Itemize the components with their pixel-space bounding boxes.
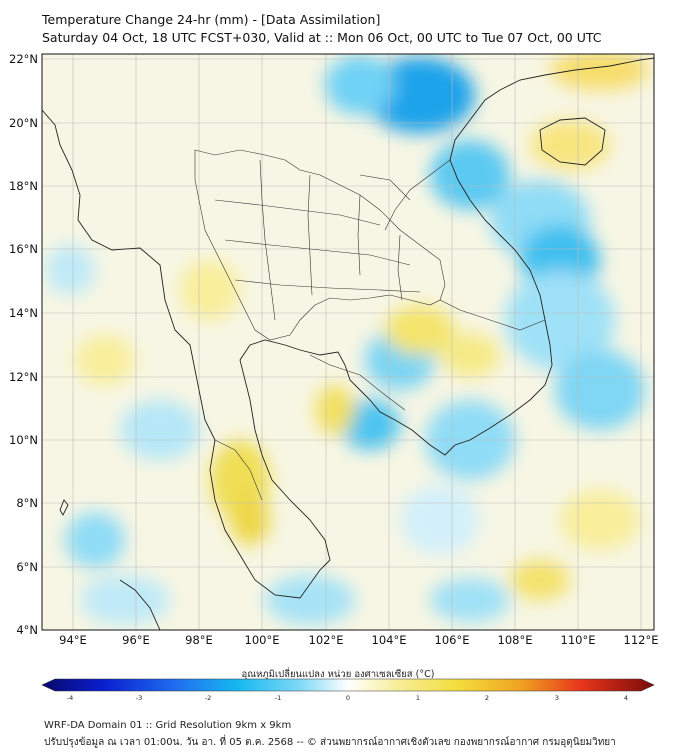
lat-label: 18°N — [9, 179, 38, 193]
coastlines — [42, 57, 654, 630]
province-borders — [194, 149, 546, 501]
lon-label: 108°E — [497, 633, 533, 647]
temperature-map — [41, 53, 655, 631]
lat-label: 14°N — [9, 306, 38, 320]
lat-label: 12°N — [9, 370, 38, 384]
colorbar-tick: 1 — [415, 694, 421, 702]
colorbar-bar — [41, 678, 655, 692]
colorbar-tick: 0 — [345, 694, 351, 702]
lon-label: 98°E — [185, 633, 213, 647]
lon-label: 102°E — [308, 633, 344, 647]
colorbar-tick: 3 — [554, 694, 560, 702]
lon-label: 94°E — [59, 633, 87, 647]
lat-label: 10°N — [9, 433, 38, 447]
colorbar-title: อุณหภูมิเปลี่ยนแปลง หน่วย องศาเซลเซียส (… — [241, 669, 435, 680]
lon-label: 106°E — [434, 633, 470, 647]
lat-label: 4°N — [16, 623, 38, 637]
lat-label: 8°N — [16, 496, 38, 510]
chart-subtitle: Saturday 04 Oct, 18 UTC FCST+030, Valid … — [42, 30, 602, 45]
lat-label: 6°N — [16, 560, 38, 574]
footer-credit: ปรับปรุงข้อมูล ณ เวลา 01:00น. วัน อา. ที… — [44, 737, 616, 748]
lon-label: 104°E — [371, 633, 407, 647]
colorbar-tick: -2 — [204, 694, 212, 702]
chart-title: Temperature Change 24-hr (mm) - [Data As… — [42, 12, 381, 27]
lat-label: 16°N — [9, 242, 38, 256]
lat-label: 20°N — [9, 116, 38, 130]
lon-label: 96°E — [122, 633, 150, 647]
colorbar — [41, 678, 655, 692]
colorbar-tick: -1 — [274, 694, 282, 702]
map-frame — [41, 53, 655, 631]
colorbar-tick: 4 — [623, 694, 629, 702]
lat-label: 22°N — [9, 52, 38, 66]
lon-label: 112°E — [623, 633, 659, 647]
colorbar-tick: -4 — [66, 694, 74, 702]
colorbar-tick: -3 — [135, 694, 143, 702]
graticule — [42, 54, 654, 630]
colorbar-tick: 2 — [484, 694, 490, 702]
footer-model-info: WRF-DA Domain 01 :: Grid Resolution 9km … — [44, 720, 292, 731]
lon-label: 110°E — [560, 633, 596, 647]
lon-label: 100°E — [244, 633, 280, 647]
